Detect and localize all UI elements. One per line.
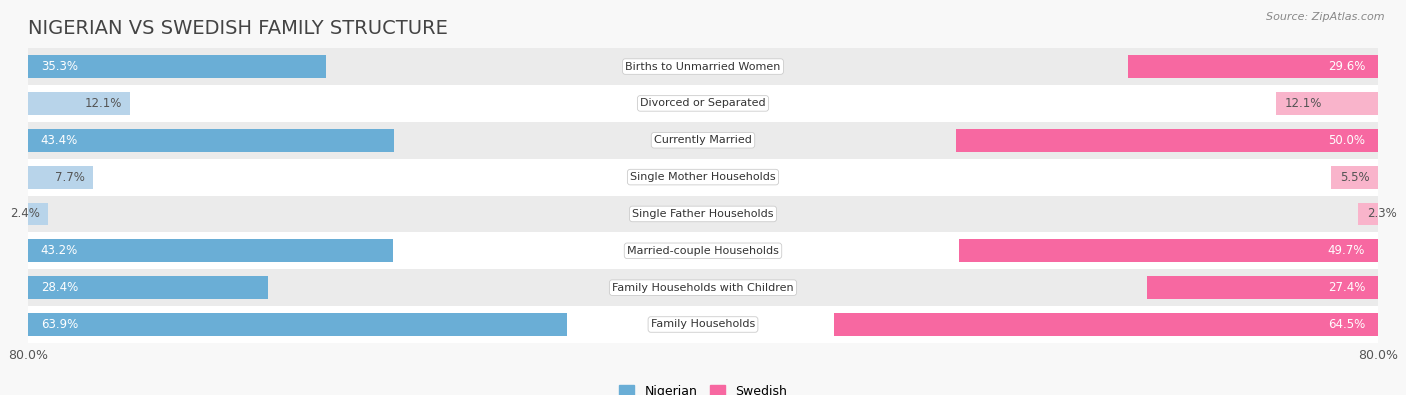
Bar [28,196,1378,232]
Text: 29.6%: 29.6% [1327,60,1365,73]
Bar [28,92,131,115]
Text: 43.4%: 43.4% [41,134,77,147]
Text: 27.4%: 27.4% [1327,281,1365,294]
Text: 12.1%: 12.1% [84,97,122,110]
Text: NIGERIAN VS SWEDISH FAMILY STRUCTURE: NIGERIAN VS SWEDISH FAMILY STRUCTURE [28,19,449,38]
Text: Family Households with Children: Family Households with Children [612,283,794,293]
Text: Currently Married: Currently Married [654,135,752,145]
Bar [28,122,1378,159]
Bar [834,313,1378,336]
Bar [28,48,1378,85]
Text: 2.4%: 2.4% [10,207,39,220]
Text: Married-couple Households: Married-couple Households [627,246,779,256]
Text: Single Father Households: Single Father Households [633,209,773,219]
Text: 28.4%: 28.4% [41,281,77,294]
Bar [28,129,394,152]
Bar [1128,55,1378,78]
Legend: Nigerian, Swedish: Nigerian, Swedish [614,380,792,395]
Bar [28,203,48,226]
Bar [28,232,1378,269]
Bar [1331,166,1378,188]
Text: Divorced or Separated: Divorced or Separated [640,98,766,108]
Text: Source: ZipAtlas.com: Source: ZipAtlas.com [1267,12,1385,22]
Text: 35.3%: 35.3% [41,60,77,73]
Text: 63.9%: 63.9% [41,318,77,331]
Text: Births to Unmarried Women: Births to Unmarried Women [626,62,780,71]
Text: 50.0%: 50.0% [1329,134,1365,147]
Bar [28,239,392,262]
Bar [28,306,1378,343]
Bar [956,129,1378,152]
Bar [959,239,1378,262]
Bar [28,55,326,78]
Bar [28,269,1378,306]
Bar [28,276,267,299]
Text: 7.7%: 7.7% [55,171,84,184]
Text: 12.1%: 12.1% [1284,97,1322,110]
Bar [28,85,1378,122]
Bar [28,313,567,336]
Text: 5.5%: 5.5% [1340,171,1369,184]
Bar [1275,92,1378,115]
Text: 49.7%: 49.7% [1327,244,1365,257]
Bar [28,166,93,188]
Text: 43.2%: 43.2% [41,244,77,257]
Text: 2.3%: 2.3% [1367,207,1396,220]
Text: Family Households: Family Households [651,320,755,329]
Bar [28,159,1378,196]
Text: 64.5%: 64.5% [1329,318,1365,331]
Bar [1147,276,1378,299]
Text: Single Mother Households: Single Mother Households [630,172,776,182]
Bar [1358,203,1378,226]
